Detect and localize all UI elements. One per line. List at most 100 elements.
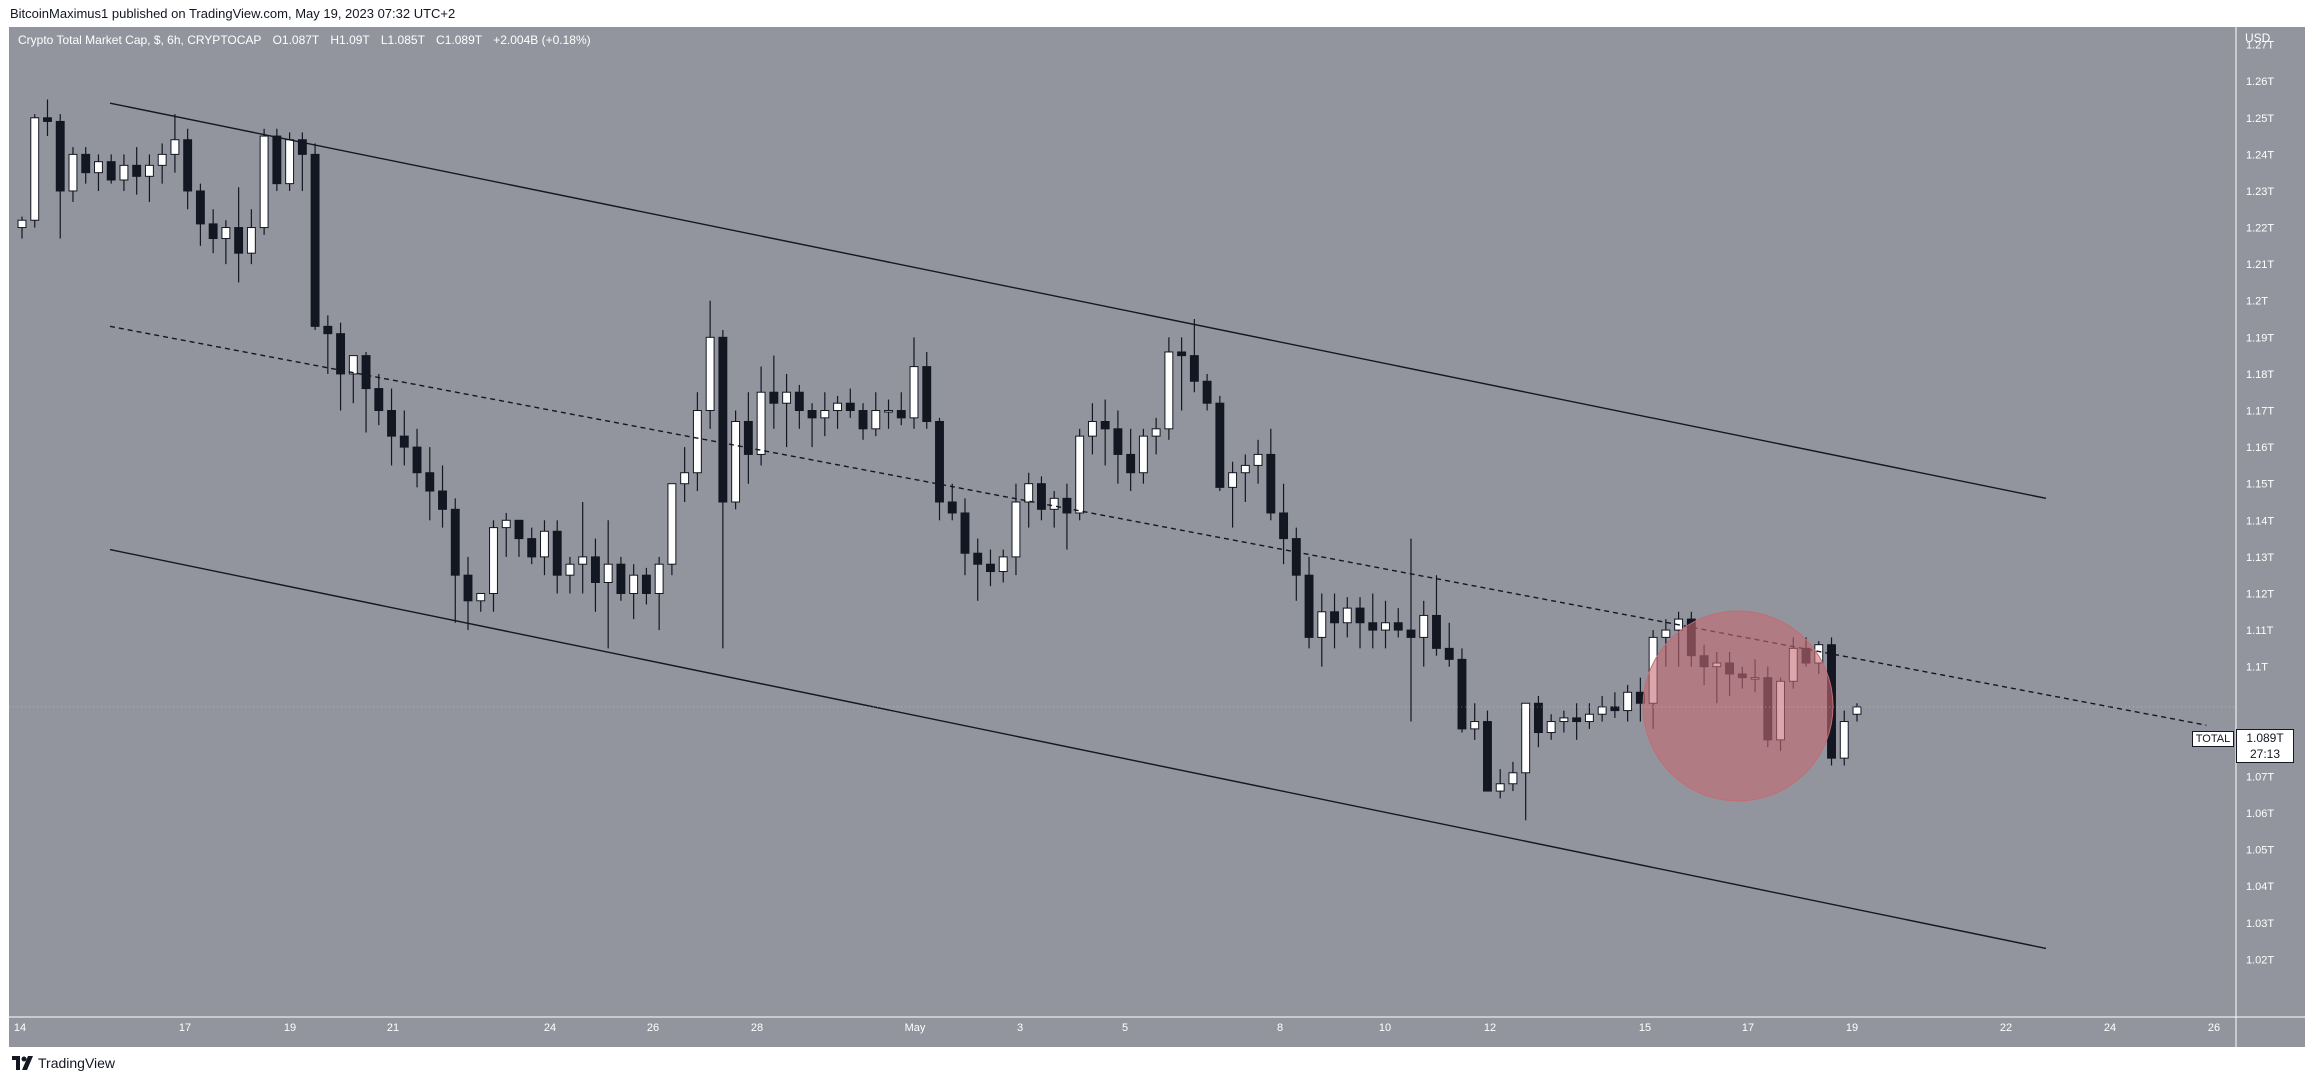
candle-up[interactable] — [489, 527, 498, 594]
candle-down[interactable] — [527, 538, 537, 558]
candle-up[interactable] — [1559, 717, 1569, 723]
candle-down[interactable] — [1126, 453, 1136, 474]
candle-down[interactable] — [769, 391, 779, 404]
candle-up[interactable] — [1342, 607, 1352, 624]
candle-down[interactable] — [1202, 380, 1212, 404]
candle-up[interactable] — [68, 153, 78, 192]
candle-down[interactable] — [387, 410, 396, 437]
candle-down[interactable] — [1266, 453, 1276, 514]
candle-down[interactable] — [1572, 717, 1582, 723]
candle-down[interactable] — [1444, 647, 1454, 660]
candle-down[interactable] — [1291, 538, 1301, 576]
candle-up[interactable] — [1495, 783, 1505, 792]
candle-up[interactable] — [540, 530, 549, 558]
candle-up[interactable] — [1049, 497, 1059, 510]
candle-down[interactable] — [374, 388, 384, 412]
candle-down[interactable] — [1368, 622, 1378, 631]
candle-up[interactable] — [1253, 453, 1263, 466]
candle-up[interactable] — [221, 227, 231, 240]
candle-down[interactable] — [463, 574, 473, 602]
candle-up[interactable] — [731, 420, 741, 503]
candle-down[interactable] — [297, 139, 307, 155]
candle-down[interactable] — [1100, 420, 1110, 430]
candle-down[interactable] — [272, 135, 282, 185]
candle-down[interactable] — [922, 366, 932, 422]
candle-down[interactable] — [106, 161, 116, 181]
candle-down[interactable] — [1533, 702, 1543, 734]
candle-up[interactable] — [1839, 721, 1849, 759]
candle-down[interactable] — [1457, 658, 1467, 730]
candle-down[interactable] — [973, 552, 983, 565]
candle-down[interactable] — [1036, 483, 1046, 510]
candle-down[interactable] — [450, 508, 460, 576]
candle-down[interactable] — [1483, 721, 1492, 792]
candle-down[interactable] — [616, 563, 626, 594]
candle-down[interactable] — [986, 563, 995, 573]
candle-down[interactable] — [1113, 428, 1123, 455]
channel-lower-line[interactable] — [109, 548, 2047, 950]
candle-up[interactable] — [680, 472, 690, 485]
highlight-circle[interactable] — [1642, 610, 1834, 802]
candle-up[interactable] — [654, 563, 664, 594]
candle-down[interactable] — [399, 435, 409, 448]
candle-up[interactable] — [1381, 622, 1390, 631]
candle-up[interactable] — [1151, 428, 1161, 437]
candle-up[interactable] — [884, 410, 893, 413]
candle-up[interactable] — [1011, 501, 1021, 558]
candle-up[interactable] — [1075, 435, 1085, 514]
candle-up[interactable] — [348, 355, 358, 375]
candle-up[interactable] — [1623, 691, 1633, 712]
candle-up[interactable] — [144, 164, 154, 177]
candle-down[interactable] — [438, 490, 447, 510]
candle-down[interactable] — [947, 501, 957, 514]
candle-down[interactable] — [1062, 497, 1072, 514]
candle-up[interactable] — [1508, 772, 1518, 785]
plot-area[interactable] — [9, 27, 2236, 1017]
candle-up[interactable] — [998, 556, 1008, 573]
candle-up[interactable] — [1024, 483, 1034, 503]
candle-up[interactable] — [1470, 721, 1480, 730]
candle-down[interactable] — [1330, 611, 1339, 624]
price-axis[interactable] — [2236, 27, 2305, 1017]
candle-up[interactable] — [833, 402, 843, 412]
candle-up[interactable] — [782, 391, 792, 404]
candle-up[interactable] — [246, 227, 256, 254]
candle-up[interactable] — [1419, 614, 1429, 638]
channel-upper-line[interactable] — [109, 102, 2047, 500]
candle-down[interactable] — [412, 446, 422, 474]
candle-down[interactable] — [935, 420, 944, 503]
candle-down[interactable] — [794, 391, 804, 412]
candle-up[interactable] — [1317, 611, 1327, 638]
candle-down[interactable] — [43, 117, 52, 122]
candle-up[interactable] — [1138, 435, 1148, 474]
candle-up[interactable] — [259, 135, 269, 229]
candle-down[interactable] — [1406, 629, 1416, 638]
candle-down[interactable] — [323, 325, 333, 335]
candle-up[interactable] — [820, 410, 830, 419]
candle-up[interactable] — [909, 366, 919, 419]
candle-down[interactable] — [896, 410, 906, 419]
candle-up[interactable] — [578, 556, 588, 565]
tradingview-brand[interactable]: TradingView — [12, 1055, 115, 1071]
candle-up[interactable] — [170, 139, 180, 155]
candle-up[interactable] — [565, 563, 575, 576]
candle-up[interactable] — [30, 117, 40, 221]
candle-up[interactable] — [1521, 702, 1531, 774]
candle-down[interactable] — [1432, 614, 1441, 649]
candle-up[interactable] — [501, 519, 511, 529]
candle-up[interactable] — [1087, 420, 1097, 437]
candle-down[interactable] — [858, 410, 868, 430]
candle-up[interactable] — [667, 483, 677, 565]
candle-down[interactable] — [960, 512, 970, 554]
candle-up[interactable] — [1597, 706, 1607, 715]
candle-up[interactable] — [705, 336, 715, 412]
candle-up[interactable] — [629, 574, 639, 594]
candle-down[interactable] — [208, 223, 218, 240]
candle-down[interactable] — [425, 472, 435, 492]
candle-down[interactable] — [718, 336, 728, 503]
candle-up[interactable] — [157, 153, 167, 166]
candle-down[interactable] — [1279, 512, 1289, 540]
candle-up[interactable] — [1852, 706, 1862, 715]
candle-down[interactable] — [234, 227, 244, 254]
candle-up[interactable] — [1661, 629, 1671, 638]
